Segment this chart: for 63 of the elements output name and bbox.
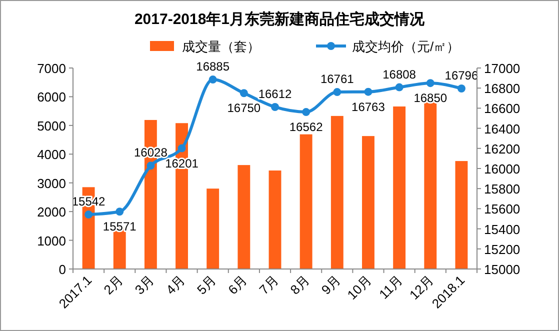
point xyxy=(84,210,93,219)
x-tick-label: 3月 xyxy=(132,272,157,298)
point xyxy=(457,84,466,92)
point xyxy=(426,79,434,88)
bar xyxy=(268,170,282,269)
bar xyxy=(300,134,312,269)
legend-label: 成交均价（元/㎡） xyxy=(352,39,460,54)
x-tick-label: 6月 xyxy=(225,272,250,298)
x-tick-label: 11月 xyxy=(376,272,406,302)
data-label: 16850 xyxy=(414,91,448,106)
y2-tick-label: 15800 xyxy=(484,182,520,197)
y2-tick-label: 16400 xyxy=(484,121,520,136)
y-tick-label: 3000 xyxy=(37,176,66,191)
bar xyxy=(238,165,250,269)
bar xyxy=(455,161,468,269)
x-tick-label: 9月 xyxy=(318,272,344,298)
y-tick-label: 5000 xyxy=(37,118,66,134)
y2-tick-label: 15000 xyxy=(484,262,520,277)
y2-tick-label: 16600 xyxy=(484,101,520,116)
y-tick-label: 0 xyxy=(58,262,66,277)
x-tick-label: 10月 xyxy=(344,272,374,303)
y-tick-label: 6000 xyxy=(37,90,66,105)
y-tick-label: 7000 xyxy=(37,61,66,76)
y2-tick-label: 16800 xyxy=(484,81,520,96)
bar xyxy=(362,136,374,269)
point xyxy=(116,208,124,216)
point xyxy=(302,108,310,116)
point xyxy=(395,83,404,92)
y-tick-label: 2000 xyxy=(37,204,66,220)
x-tick-label: 7月 xyxy=(256,272,282,298)
data-label: 15571 xyxy=(102,220,137,234)
y2-tick-label: 15400 xyxy=(484,222,520,237)
x-tick-label: 4月 xyxy=(162,272,188,298)
data-label: 16612 xyxy=(258,86,292,101)
point xyxy=(333,88,342,96)
point xyxy=(240,89,248,98)
point xyxy=(178,144,186,152)
x-tick-label: 2月 xyxy=(100,272,126,298)
y-tick-label: 1000 xyxy=(37,233,66,248)
legend-label: 成交量（套） xyxy=(182,39,260,54)
x-tick-label: 8月 xyxy=(287,272,312,298)
data-label: 16562 xyxy=(289,120,324,134)
point xyxy=(146,162,155,170)
bar xyxy=(424,102,437,269)
data-label: 16763 xyxy=(352,100,386,114)
data-label: 16761 xyxy=(320,72,354,86)
y-tick-label: 4000 xyxy=(37,147,66,162)
point xyxy=(364,88,372,96)
bar xyxy=(206,188,220,269)
bar xyxy=(330,116,344,269)
y2-tick-label: 15600 xyxy=(484,202,520,217)
bar xyxy=(393,106,406,269)
y2-tick-label: 16000 xyxy=(484,162,520,176)
data-label: 16750 xyxy=(227,101,261,116)
point xyxy=(271,102,279,111)
data-label: 16808 xyxy=(382,67,416,82)
point xyxy=(208,76,217,84)
data-label: 16885 xyxy=(196,60,230,74)
chart-title: 2017-2018年1月东莞新建商品住宅成交情况 xyxy=(134,10,426,28)
x-tick-label: 5月 xyxy=(194,272,219,298)
y2-tick-label: 17000 xyxy=(484,61,520,76)
y2-tick-label: 16200 xyxy=(484,141,520,156)
y2-tick-label: 15200 xyxy=(484,242,520,257)
